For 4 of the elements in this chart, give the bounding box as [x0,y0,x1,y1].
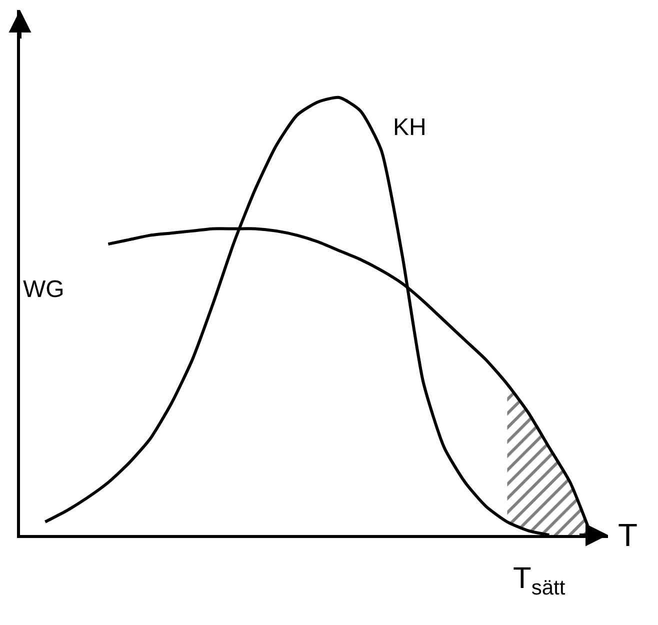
x-axis-title: T [618,517,638,553]
series-label: KH [393,114,426,141]
text: WG [23,276,64,303]
text: T$_{sätt}$ [513,562,566,600]
